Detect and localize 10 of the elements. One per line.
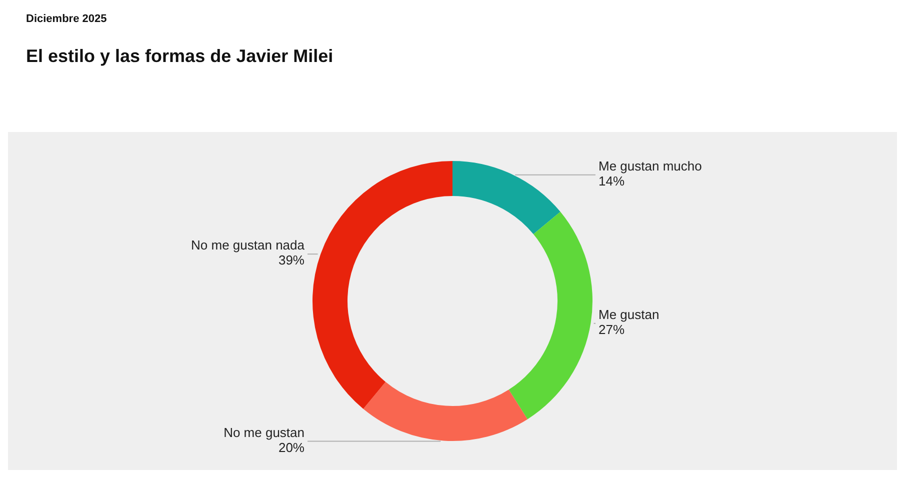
slice-label: Me gustan mucho	[598, 158, 702, 174]
slice-label: Me gustan	[598, 306, 660, 322]
text: Diciembre 2025	[26, 13, 107, 25]
data-label: 20%	[278, 440, 305, 455]
data-label: 39%	[278, 252, 305, 268]
data-label: 27%	[598, 322, 625, 337]
data-label: 14%	[598, 173, 625, 188]
slice-label: No me gustan nada	[191, 238, 306, 253]
slice-label: No me gustan	[224, 424, 304, 440]
chart-title: El estilo y las formas de Javier Milei	[26, 46, 334, 67]
